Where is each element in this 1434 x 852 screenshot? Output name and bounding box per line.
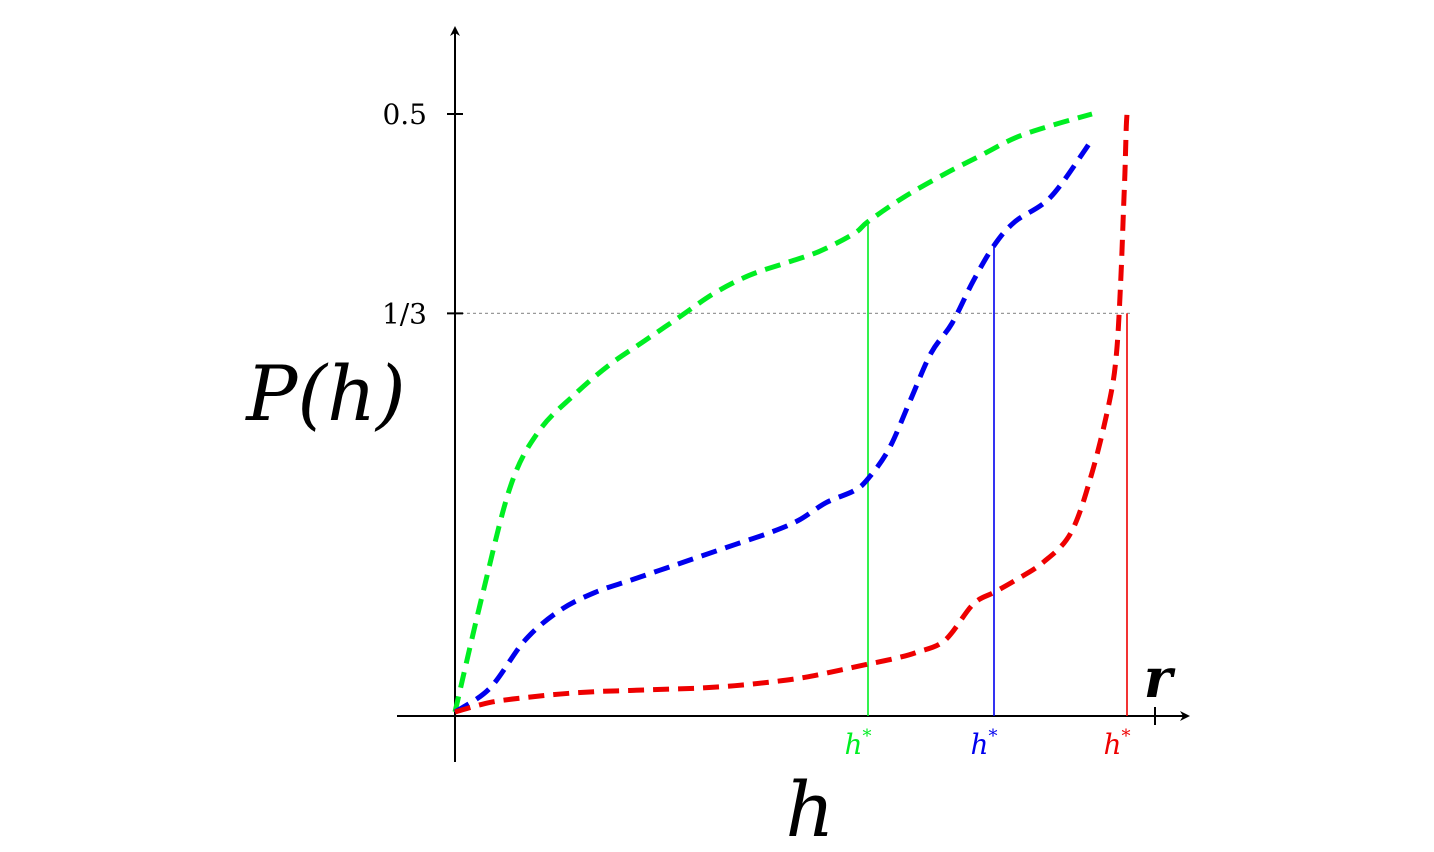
y-tick-label: 0.5 — [382, 98, 427, 131]
series-line-2 — [453, 136, 1095, 715]
y-tick-label: 1/3 — [382, 297, 427, 330]
h-star-label-2: h* — [970, 726, 997, 761]
series-line-3 — [454, 113, 1130, 715]
series-line-1 — [452, 111, 1093, 713]
h-star-label-1: h* — [844, 726, 871, 761]
h-star-label-3: h* — [1103, 726, 1130, 761]
x-axis-label: h — [786, 765, 835, 852]
x-axis-end-label: r — [1144, 646, 1176, 710]
y-ticks: 0.5 1/3 — [382, 98, 463, 330]
series-group — [452, 111, 1130, 715]
h-star-lines — [867, 221, 1128, 716]
y-axis-label: P(h) — [244, 349, 405, 438]
h-star-labels: h* h* h* — [844, 726, 1130, 761]
